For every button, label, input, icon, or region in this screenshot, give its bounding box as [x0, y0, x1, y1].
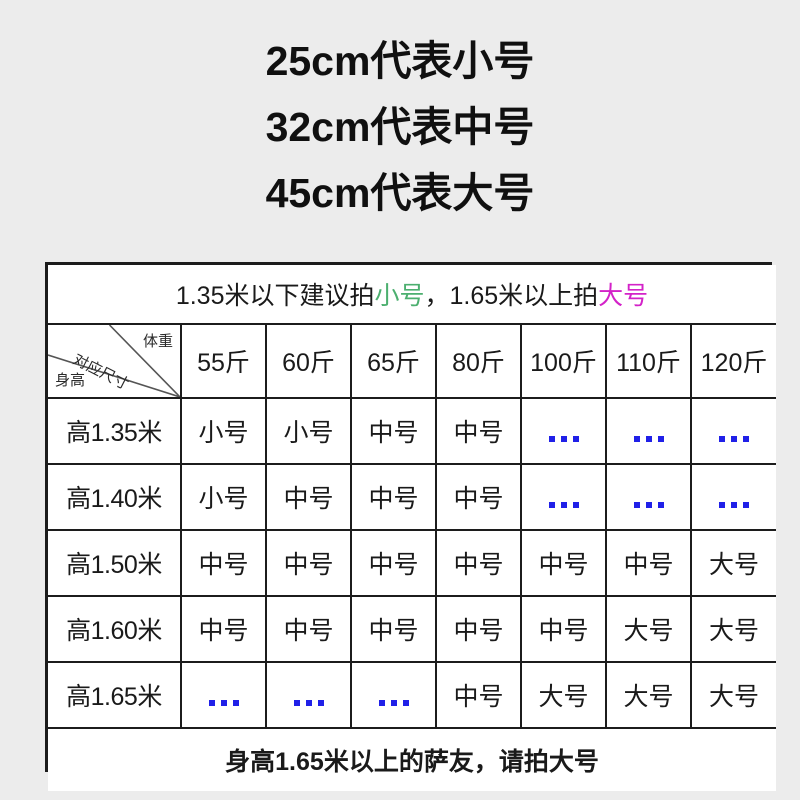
headline-block: 25cm代表小号 32cm代表中号 45cm代表大号: [0, 28, 800, 226]
size-cell: 中号: [350, 463, 437, 531]
size-chart-table-container: 1.35米以下建议拍小号，1.65米以上拍大号 体重 对应尺寸 身高 55斤 6…: [45, 262, 776, 791]
size-cell: 小号: [265, 397, 352, 465]
footer-note: 身高1.65米以上的萨友，请拍大号: [48, 727, 776, 791]
size-cell: 大号: [690, 595, 776, 663]
size-cell: 中号: [435, 463, 522, 531]
banner-row: 1.35米以下建议拍小号，1.65米以上拍大号: [48, 265, 776, 325]
weight-header-4: 100斤: [520, 323, 607, 399]
size-cell: 大号: [605, 595, 692, 663]
size-cell: [520, 397, 607, 465]
size-cell: 大号: [690, 529, 776, 597]
size-cell: 小号: [180, 397, 267, 465]
weight-header-6: 120斤: [690, 323, 776, 399]
size-cell: [605, 463, 692, 531]
banner-part1: 1.35米以下建议拍: [175, 282, 375, 310]
ellipsis-dots-icon: [206, 699, 242, 706]
size-cell: 中号: [180, 529, 267, 597]
size-cell: 中号: [265, 595, 352, 663]
weight-header-1: 60斤: [265, 323, 352, 399]
size-cell: 中号: [350, 397, 437, 465]
ellipsis-dots-icon: [546, 435, 582, 442]
recommendation-banner: 1.35米以下建议拍小号，1.65米以上拍大号: [48, 265, 776, 325]
size-cell: 中号: [435, 397, 522, 465]
table-row: 高1.40米 小号 中号 中号 中号: [48, 463, 776, 531]
size-cell: 中号: [520, 595, 607, 663]
ellipsis-dots-icon: [631, 501, 667, 508]
size-cell: [690, 397, 776, 465]
ellipsis-dots-icon: [716, 435, 752, 442]
size-cell: 中号: [605, 529, 692, 597]
size-cell: [605, 397, 692, 465]
size-cell: [350, 661, 437, 729]
row-label-height: 高1.35米: [48, 397, 182, 465]
table-header-row: 体重 对应尺寸 身高 55斤 60斤 65斤 80斤 100斤 110斤 120…: [48, 323, 776, 399]
ellipsis-dots-icon: [376, 699, 412, 706]
weight-header-3: 80斤: [435, 323, 522, 399]
footer-row: 身高1.65米以上的萨友，请拍大号: [48, 727, 776, 791]
weight-header-0: 55斤: [180, 323, 267, 399]
headline-line-large: 45cm代表大号: [265, 170, 535, 216]
table-row: 高1.35米 小号 小号 中号 中号: [48, 397, 776, 465]
banner-part2: ，1.65米以上拍: [424, 282, 599, 310]
ellipsis-dots-icon: [716, 501, 752, 508]
size-cell: 小号: [180, 463, 267, 531]
weight-header-2: 65斤: [350, 323, 437, 399]
size-cell: 大号: [605, 661, 692, 729]
size-cell: 中号: [520, 529, 607, 597]
size-cell: 中号: [265, 529, 352, 597]
weight-header-5: 110斤: [605, 323, 692, 399]
size-cell: [265, 661, 352, 729]
size-cell: 中号: [435, 595, 522, 663]
corner-label-height: 身高: [55, 372, 86, 389]
headline-line-small: 25cm代表小号: [265, 38, 535, 84]
size-cell: 中号: [180, 595, 267, 663]
table-row: 高1.65米 中号 大号 大号 大号: [48, 661, 776, 729]
corner-diagonal-lines-icon: [48, 326, 179, 396]
row-label-height: 高1.60米: [48, 595, 182, 663]
corner-label-weight: 体重: [142, 333, 173, 350]
size-cell: 大号: [690, 661, 776, 729]
size-cell: 中号: [350, 595, 437, 663]
banner-tag-large: 大号: [598, 282, 649, 310]
size-cell: [180, 661, 267, 729]
corner-axis-cell: 体重 对应尺寸 身高: [48, 323, 182, 399]
ellipsis-dots-icon: [631, 435, 667, 442]
size-cell: 中号: [265, 463, 352, 531]
size-cell: [690, 463, 776, 531]
size-cell: 中号: [435, 529, 522, 597]
size-cell: [520, 463, 607, 531]
size-cell: 中号: [435, 661, 522, 729]
row-label-height: 高1.40米: [48, 463, 182, 531]
row-label-height: 高1.50米: [48, 529, 182, 597]
headline-line-medium: 32cm代表中号: [265, 104, 535, 150]
banner-tag-small: 小号: [374, 282, 425, 310]
ellipsis-dots-icon: [291, 699, 327, 706]
size-chart-table: 1.35米以下建议拍小号，1.65米以上拍大号 体重 对应尺寸 身高 55斤 6…: [48, 265, 776, 791]
table-row: 高1.50米 中号 中号 中号 中号 中号 中号 大号: [48, 529, 776, 597]
size-cell: 中号: [350, 529, 437, 597]
table-row: 高1.60米 中号 中号 中号 中号 中号 大号 大号: [48, 595, 776, 663]
size-cell: 大号: [520, 661, 607, 729]
row-label-height: 高1.65米: [48, 661, 182, 729]
ellipsis-dots-icon: [546, 501, 582, 508]
